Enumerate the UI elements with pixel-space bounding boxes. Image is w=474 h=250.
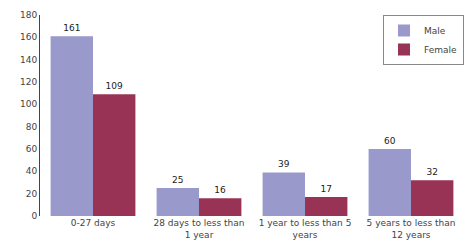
svg-text:5 years to less than12 years: 5 years to less than12 years: [367, 218, 456, 240]
svg-text:80: 80: [26, 122, 38, 132]
svg-text:109: 109: [105, 81, 122, 91]
svg-text:0-27 days: 0-27 days: [71, 218, 116, 228]
svg-text:0: 0: [31, 211, 37, 221]
svg-text:16: 16: [214, 185, 226, 195]
svg-text:39: 39: [278, 159, 290, 169]
svg-text:1 year to less than 5years: 1 year to less than 5years: [259, 218, 352, 240]
svg-text:32: 32: [426, 167, 437, 177]
svg-text:Male: Male: [424, 26, 446, 36]
svg-text:160: 160: [20, 32, 37, 42]
svg-text:28 days to less than1 year: 28 days to less than1 year: [153, 218, 244, 240]
svg-text:20: 20: [26, 189, 38, 199]
svg-text:40: 40: [26, 166, 38, 176]
svg-text:60: 60: [26, 144, 38, 154]
svg-text:161: 161: [63, 23, 80, 33]
svg-text:17: 17: [320, 184, 331, 194]
svg-text:25: 25: [172, 175, 183, 185]
svg-text:Female: Female: [424, 45, 457, 55]
svg-text:140: 140: [20, 55, 37, 65]
svg-text:180: 180: [20, 10, 37, 20]
svg-text:100: 100: [20, 99, 37, 109]
svg-text:60: 60: [384, 136, 396, 146]
svg-text:120: 120: [20, 77, 37, 87]
